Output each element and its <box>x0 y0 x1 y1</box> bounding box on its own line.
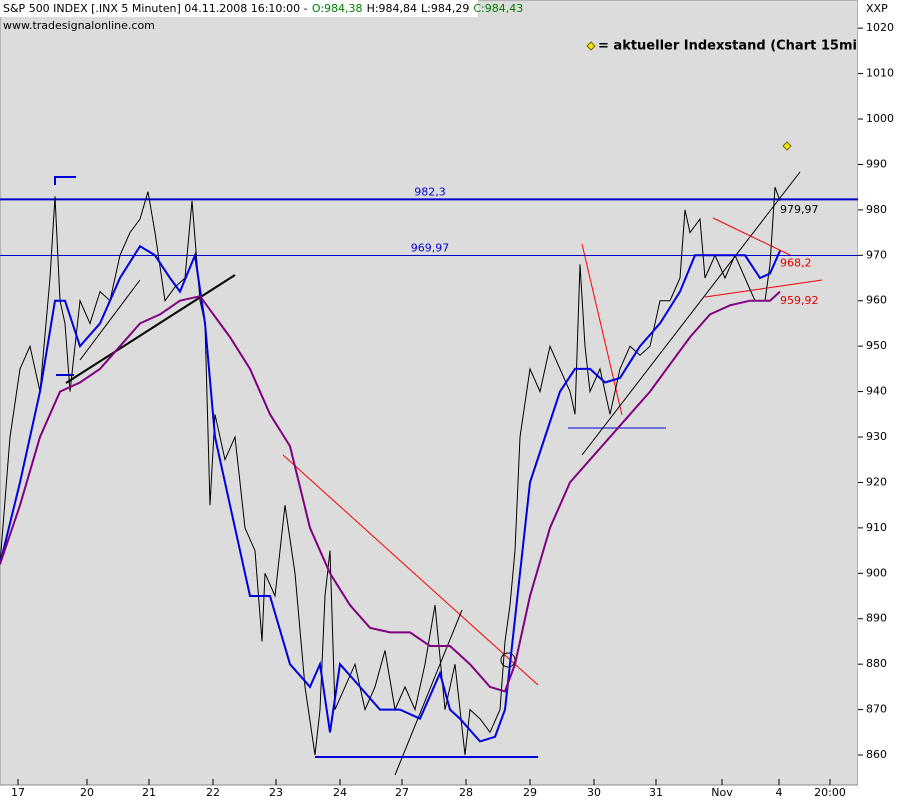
level-value-label: 979,97 <box>780 203 819 216</box>
series-line <box>0 244 781 743</box>
header: S&P 500 INDEX [.INX 5 Minuten] 04.11.200… <box>3 2 523 15</box>
level-label: 969,97 <box>411 241 450 254</box>
x-tick-label: 28 <box>459 786 473 799</box>
x-tick-label: 20 <box>80 786 94 799</box>
x-tick-label: 31 <box>649 786 663 799</box>
legend-diamond <box>586 41 596 51</box>
quotes: O:984,38 H:984,84 L:984,29 C:984,43 <box>312 2 523 15</box>
x-tick-label: 4 <box>776 786 783 799</box>
source: www.tradesignalonline.com <box>3 19 155 32</box>
trendline <box>79 279 141 361</box>
x-tick-label: 21 <box>142 786 156 799</box>
trendline <box>704 279 823 298</box>
x-tick-label: 20:00 <box>814 786 846 799</box>
level-label: 982,3 <box>414 185 446 198</box>
y-tick-label: 910 <box>866 521 887 534</box>
y-tick-label: 970 <box>866 248 887 261</box>
x-tick-label: 24 <box>333 786 347 799</box>
y-tick-label: 1020 <box>866 21 894 34</box>
y-tick-label: 860 <box>866 748 887 761</box>
series <box>0 187 781 756</box>
y-tick-label: 890 <box>866 612 887 625</box>
y-tick-label: 1010 <box>866 67 894 80</box>
x-tick-label: 22 <box>206 786 220 799</box>
quote-part: L:984,29 <box>421 2 469 15</box>
y-tick-label: 930 <box>866 430 887 443</box>
y-tick-label: 980 <box>866 203 887 216</box>
y-tick-label: 960 <box>866 294 887 307</box>
trendline <box>712 217 791 256</box>
axes: 860 870 880 890 900 910 920 930 940 950 960 970 980 9… <box>11 21 894 799</box>
x-tick-label: 23 <box>269 786 283 799</box>
y-tick-label: 870 <box>866 703 887 716</box>
horizontal-lines: 982,3 969,97 979,97 968,2 959,92 <box>0 185 858 307</box>
x-tick-label: Nov <box>711 786 733 799</box>
trendline <box>282 454 539 686</box>
y-tick-label: 990 <box>866 157 887 170</box>
x-tick-label: 30 <box>587 786 601 799</box>
x-tick-label: 27 <box>395 786 409 799</box>
x-tick-label: 17 <box>11 786 25 799</box>
y-tick-label: 880 <box>866 657 887 670</box>
marker-line <box>54 176 76 185</box>
axis-label: XXP <box>866 2 888 15</box>
y-tick-label: 950 <box>866 339 887 352</box>
quote-part: O:984,38 <box>312 2 363 15</box>
y-tick-label: 1000 <box>866 112 894 125</box>
series-line <box>0 187 781 756</box>
annotation: = aktueller Indexstand (Chart 15min ve <box>598 39 888 54</box>
title: S&P 500 INDEX [.INX 5 Minuten] 04.11.200… <box>3 2 308 15</box>
level-value-label: 968,2 <box>780 256 812 269</box>
x-tick-label: 29 <box>523 786 537 799</box>
index-marker <box>782 141 792 151</box>
y-tick-label: 940 <box>866 385 887 398</box>
trendline <box>394 609 463 776</box>
trendline <box>65 274 236 384</box>
quote-part: C:984,43 <box>473 2 523 15</box>
right-axis <box>858 0 900 800</box>
level-value-label: 959,92 <box>780 294 819 307</box>
header-box <box>0 0 478 17</box>
series-line <box>0 290 781 693</box>
y-tick-label: 900 <box>866 566 887 579</box>
trendline <box>581 243 623 416</box>
trendline <box>581 171 801 456</box>
plot-area <box>0 0 859 786</box>
y-tick-label: 920 <box>866 475 887 488</box>
quote-part: H:984,84 <box>367 2 417 15</box>
